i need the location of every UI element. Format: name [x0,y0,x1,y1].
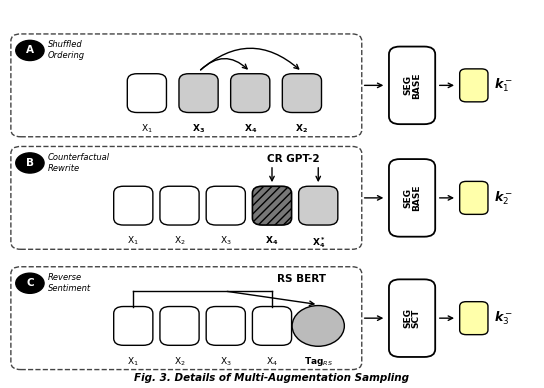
Text: X$_3$: X$_3$ [220,235,232,247]
FancyBboxPatch shape [299,186,338,225]
Text: Tag$_{RS}$: Tag$_{RS}$ [304,355,333,368]
Text: $\mathbf{X_4^*}$: $\mathbf{X_4^*}$ [312,235,325,249]
FancyBboxPatch shape [389,159,435,237]
FancyBboxPatch shape [282,74,322,113]
Text: $\boldsymbol{k}_3^-$: $\boldsymbol{k}_3^-$ [494,309,513,327]
Text: $\mathbf{X_3}$: $\mathbf{X_3}$ [192,122,205,135]
Text: SEG
BASE: SEG BASE [404,185,421,211]
FancyBboxPatch shape [231,74,270,113]
FancyBboxPatch shape [114,186,153,225]
Text: A: A [26,45,34,55]
Text: Shuffled
Ordering: Shuffled Ordering [48,40,85,61]
Text: X$_1$: X$_1$ [127,355,139,367]
FancyBboxPatch shape [127,74,166,113]
Text: X$_2$: X$_2$ [174,235,186,247]
Text: CR GPT-2: CR GPT-2 [268,154,320,164]
FancyBboxPatch shape [389,47,435,124]
Text: SEG
BASE: SEG BASE [404,72,421,99]
Circle shape [16,153,44,173]
FancyBboxPatch shape [389,279,435,357]
FancyBboxPatch shape [206,307,245,345]
Text: X$_3$: X$_3$ [220,355,232,367]
Text: Reverse
Sentiment: Reverse Sentiment [48,273,91,293]
Text: X$_1$: X$_1$ [141,122,153,135]
Text: $\mathbf{X_4}$: $\mathbf{X_4}$ [244,122,257,135]
FancyBboxPatch shape [179,74,218,113]
Text: X$_1$: X$_1$ [127,235,139,247]
Text: $\boldsymbol{k}_1^-$: $\boldsymbol{k}_1^-$ [494,76,513,94]
FancyBboxPatch shape [206,186,245,225]
Text: Fig. 3. Details of Multi-Augmentation Sampling: Fig. 3. Details of Multi-Augmentation Sa… [134,373,410,383]
FancyBboxPatch shape [252,186,292,225]
Text: X$_2$: X$_2$ [174,355,186,367]
Text: B: B [26,158,34,168]
FancyBboxPatch shape [252,307,292,345]
Circle shape [16,273,44,293]
FancyBboxPatch shape [11,267,362,369]
Circle shape [16,40,44,61]
FancyBboxPatch shape [114,307,153,345]
Text: Counterfactual
Rewrite: Counterfactual Rewrite [48,153,110,173]
Text: $\mathbf{X_2}$: $\mathbf{X_2}$ [295,122,308,135]
Text: $\boldsymbol{k}_2^-$: $\boldsymbol{k}_2^-$ [494,189,513,207]
Ellipse shape [292,306,344,346]
FancyBboxPatch shape [460,302,488,334]
FancyBboxPatch shape [460,69,488,102]
FancyBboxPatch shape [160,307,199,345]
Text: $\mathbf{X_4}$: $\mathbf{X_4}$ [265,235,279,247]
FancyBboxPatch shape [160,186,199,225]
FancyBboxPatch shape [11,146,362,249]
FancyBboxPatch shape [460,182,488,214]
FancyBboxPatch shape [11,34,362,137]
Text: SEG
SCT: SEG SCT [404,308,421,328]
Text: X$_4$: X$_4$ [266,355,278,367]
Text: C: C [26,278,34,288]
Text: RS BERT: RS BERT [277,274,326,284]
